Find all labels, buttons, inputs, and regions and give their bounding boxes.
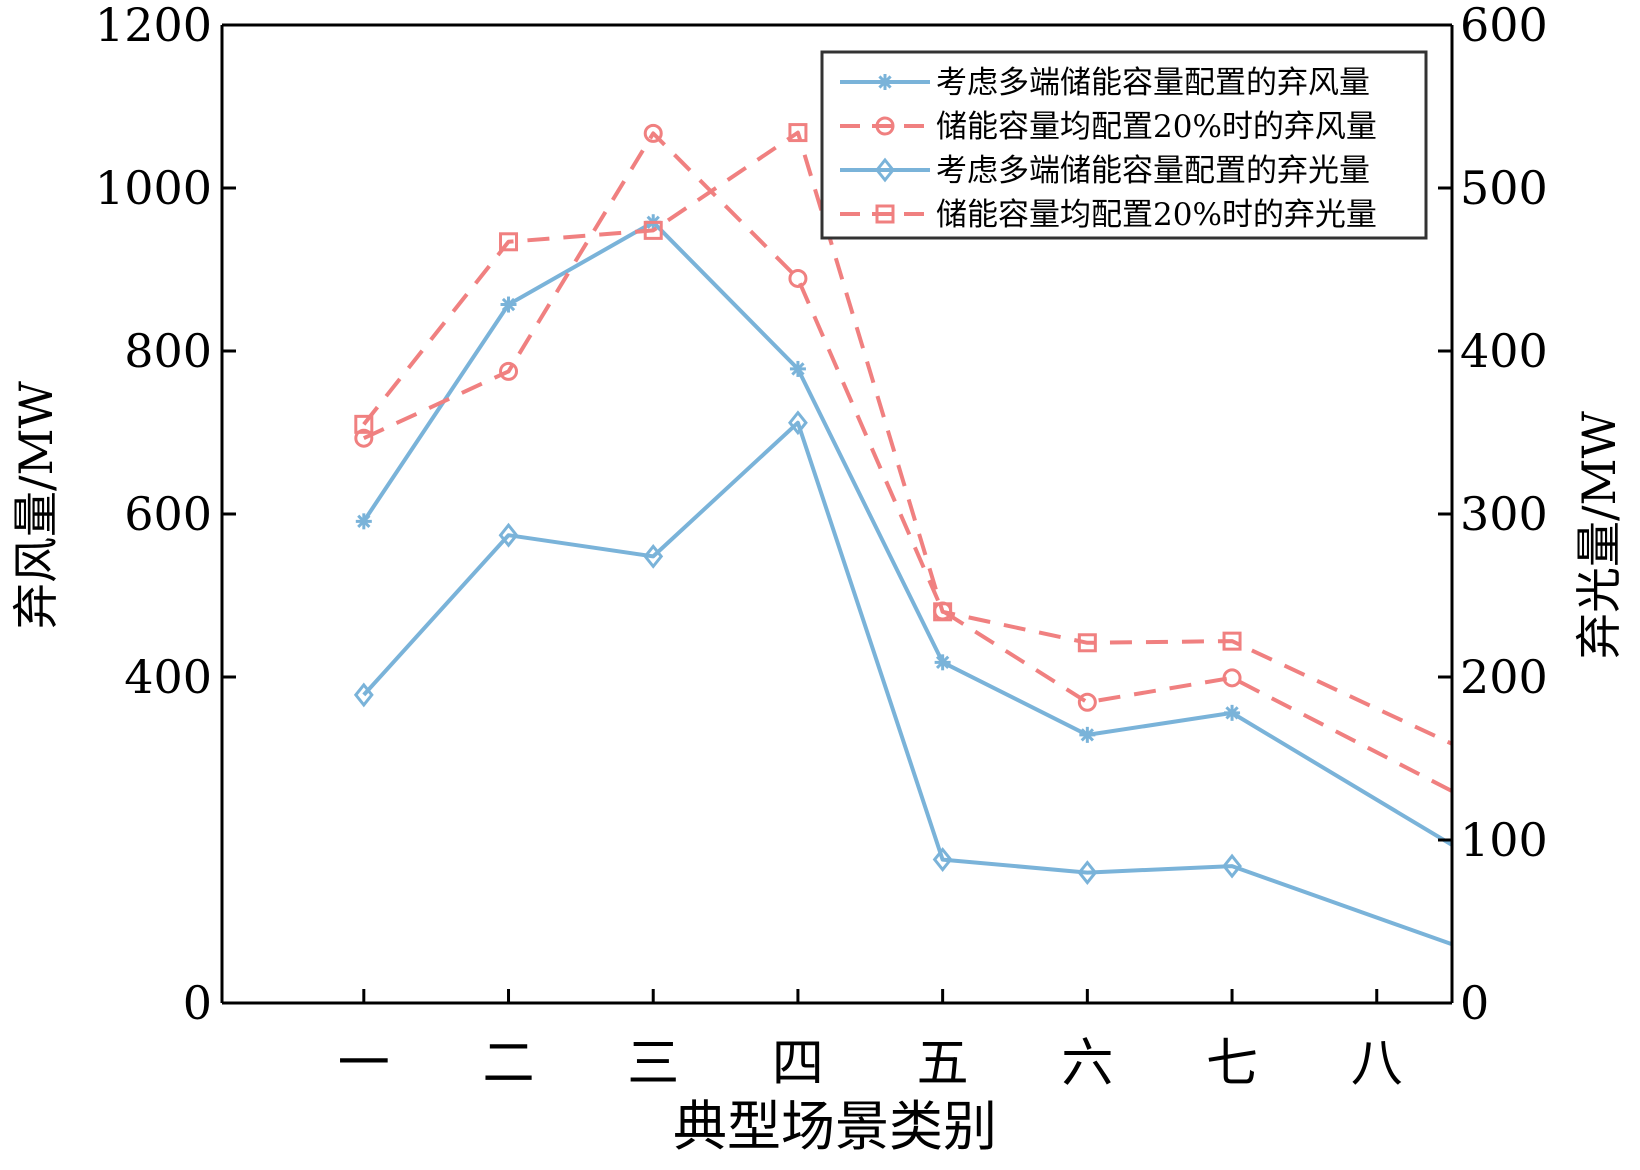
series-line [362, 220, 1454, 847]
series-2 [353, 410, 1453, 947]
legend-label: 储能容量均配置20%时的弃光量 [936, 197, 1377, 233]
x-tick-label: 一 [338, 1034, 390, 1094]
data-point-star [1224, 704, 1241, 721]
y-left-tick-label: 1000 [95, 161, 212, 215]
x-tick-label: 四 [772, 1034, 824, 1094]
y-left-tick-label: 0 [183, 976, 212, 1030]
data-point-circle [1222, 668, 1242, 688]
y-axis-right-title: 弃光量/MW [1572, 410, 1626, 659]
series-line [362, 130, 1453, 746]
y-right-tick-label: 400 [1460, 324, 1548, 378]
data-point-star [877, 74, 893, 90]
data-point-circle [643, 123, 663, 143]
legend-entry-0: 考虑多端储能容量配置的弃风量 [840, 65, 1370, 101]
series-1 [354, 123, 1453, 793]
data-point-circle [499, 361, 519, 381]
x-tick-label: 八 [1351, 1034, 1403, 1094]
legend-entry-2: 考虑多端储能容量配置的弃光量 [840, 153, 1370, 189]
data-point-square [1222, 631, 1242, 651]
data-point-diamond [932, 847, 953, 872]
y-left-tick-label: 600 [124, 487, 212, 541]
data-point-star [355, 513, 372, 530]
y-right-tick-label: 300 [1460, 487, 1548, 541]
x-tick-label: 三 [627, 1034, 679, 1094]
legend-label: 考虑多端储能容量配置的弃风量 [936, 65, 1370, 101]
series-3 [354, 123, 1453, 746]
data-point-square [354, 414, 374, 434]
legend-entry-1: 储能容量均配置20%时的弃风量 [840, 109, 1377, 145]
data-point-circle [875, 116, 895, 136]
y-left-tick-label: 1200 [95, 0, 212, 52]
data-point-star [934, 654, 951, 671]
series-line [362, 420, 1453, 947]
x-axis-title: 典型场景类别 [673, 1095, 997, 1158]
data-point-circle [788, 268, 808, 288]
legend-label: 储能容量均配置20%时的弃风量 [936, 109, 1377, 145]
series-layer [353, 123, 1454, 947]
data-point-square [788, 123, 808, 143]
data-point-diamond [643, 543, 664, 569]
data-point-circle [354, 428, 374, 448]
x-tick-label: 五 [917, 1034, 969, 1094]
data-point-star [1079, 726, 1096, 743]
data-point-star [789, 360, 806, 377]
data-point-diamond [1222, 853, 1242, 879]
data-point-diamond [353, 682, 374, 708]
data-point-square [643, 220, 663, 240]
y-right-tick-label: 200 [1460, 650, 1548, 704]
data-point-square [933, 602, 953, 622]
legend-entry-3: 储能容量均配置20%时的弃光量 [840, 197, 1377, 233]
y-right-tick-label: 0 [1460, 976, 1489, 1030]
data-point-diamond [498, 522, 519, 548]
data-point-diamond [875, 157, 895, 183]
y-right-tick-label: 100 [1460, 813, 1548, 867]
data-point-square [1077, 633, 1097, 653]
y-left-tick-label: 800 [124, 324, 212, 378]
y-right-tick-label: 600 [1460, 0, 1548, 52]
series-line [362, 131, 1453, 793]
data-point-square [875, 204, 895, 224]
data-point-diamond [788, 410, 808, 436]
legend-label: 考虑多端储能容量配置的弃光量 [936, 153, 1370, 189]
axes: 0 400 600 800 1000 1200 0 100 200 300 400 500 600 一 二 三… [95, 0, 1548, 1094]
y-left-tick-label: 400 [124, 650, 212, 704]
data-point-diamond [1077, 860, 1098, 886]
data-point-star [500, 296, 517, 313]
legend: 考虑多端储能容量配置的弃风量储能容量均配置20%时的弃风量考虑多端储能容量配置的… [820, 50, 1428, 240]
data-point-square [499, 232, 519, 252]
x-tick-label: 六 [1061, 1034, 1113, 1094]
x-tick-label: 二 [483, 1034, 535, 1094]
y-right-tick-label: 500 [1460, 161, 1548, 215]
data-point-circle [1077, 692, 1097, 712]
x-tick-label: 七 [1206, 1034, 1258, 1094]
series-0 [355, 214, 1454, 847]
y-axis-left-title: 弃风量/MW [9, 380, 63, 629]
